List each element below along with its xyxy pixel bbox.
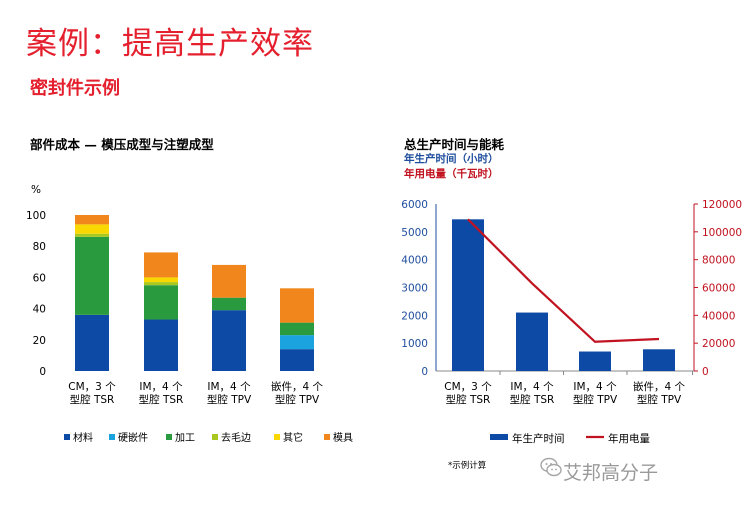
y-tick-label: 60 bbox=[33, 272, 46, 284]
page-subtitle: 密封件示例 bbox=[30, 78, 120, 99]
bar-segment-材料 bbox=[144, 319, 178, 371]
bar-segment-去毛边 bbox=[144, 282, 178, 286]
y2-tick-label: 40000 bbox=[702, 310, 735, 322]
x-tick-label: CM，3 个 bbox=[68, 381, 116, 393]
bar-segment-其它 bbox=[75, 224, 109, 234]
y-tick-label: 100 bbox=[26, 210, 46, 222]
line-年用电量 bbox=[467, 218, 660, 343]
x-tick-label: 型腔 TPV bbox=[637, 393, 682, 406]
watermark-text: 艾邦高分子 bbox=[563, 462, 659, 484]
page-title: 案例：提高生产效率 bbox=[26, 26, 314, 62]
footnote: *示例计算 bbox=[448, 461, 487, 471]
legend-swatch-加工 bbox=[166, 434, 172, 440]
legend-label-年生产时间: 年生产时间 bbox=[512, 432, 565, 445]
x-tick-label: IM，4 个 bbox=[573, 381, 617, 393]
x-tick-label: CM，3 个 bbox=[444, 381, 492, 393]
y1-tick-label: 0 bbox=[421, 366, 428, 378]
legend-label-去毛边: 去毛边 bbox=[221, 432, 251, 444]
bar-segment-材料 bbox=[280, 349, 314, 371]
x-tick-label: 型腔 TPV bbox=[573, 393, 618, 406]
y2-tick-label: 60000 bbox=[702, 283, 735, 295]
bar-年生产时间 bbox=[452, 219, 484, 371]
legend-swatch-年生产时间 bbox=[490, 434, 508, 440]
y-tick-label: 20 bbox=[33, 335, 46, 347]
y2-tick-label: 80000 bbox=[702, 255, 735, 267]
bar-年生产时间 bbox=[579, 351, 611, 371]
legend-label-年用电量: 年用电量 bbox=[608, 432, 650, 445]
y2-tick-label: 0 bbox=[702, 366, 709, 378]
bar-segment-加工 bbox=[75, 236, 109, 315]
legend-swatch-硬嵌件 bbox=[109, 434, 115, 440]
y1-tick-label: 3000 bbox=[401, 283, 428, 295]
legend-label-硬嵌件: 硬嵌件 bbox=[118, 432, 148, 444]
legend-swatch-去毛边 bbox=[212, 434, 218, 440]
bar-segment-材料 bbox=[75, 314, 109, 371]
y2-tick-label: 120000 bbox=[702, 199, 742, 211]
x-tick-label: 嵌件，4 个 bbox=[271, 381, 324, 393]
wechat-icon bbox=[540, 457, 562, 477]
x-tick-label: 型腔 TSR bbox=[70, 393, 115, 406]
x-tick-label: IM，4 个 bbox=[139, 381, 183, 393]
y2-tick-label: 20000 bbox=[702, 338, 735, 350]
left-chart-title: 部件成本 — 模压成型与注塑成型 bbox=[30, 137, 214, 152]
x-tick-label: 型腔 TSR bbox=[139, 393, 184, 406]
bar-segment-硬嵌件 bbox=[280, 335, 314, 350]
y-axis-unit-label: % bbox=[31, 184, 41, 196]
y-tick-label: 40 bbox=[33, 304, 46, 316]
bar-年生产时间 bbox=[643, 349, 675, 371]
y2-tick-label: 100000 bbox=[702, 227, 742, 239]
bar-segment-其它 bbox=[144, 277, 178, 283]
y1-tick-label: 6000 bbox=[401, 199, 428, 211]
y1-tick-label: 2000 bbox=[401, 310, 428, 322]
bar-segment-模具 bbox=[212, 264, 246, 298]
y1-tick-label: 5000 bbox=[401, 227, 428, 239]
y1-tick-label: 4000 bbox=[401, 255, 428, 267]
right-chart-y1-label: 年生产时间（小时） bbox=[404, 153, 499, 165]
bar-segment-模具 bbox=[75, 215, 109, 225]
legend-swatch-材料 bbox=[64, 434, 70, 440]
legend-swatch-模具 bbox=[324, 434, 330, 440]
bar-segment-去毛边 bbox=[75, 233, 109, 237]
x-tick-label: 型腔 TPV bbox=[275, 393, 320, 406]
y-tick-label: 80 bbox=[33, 241, 46, 253]
bar-segment-加工 bbox=[212, 297, 246, 311]
x-tick-label: 型腔 TSR bbox=[510, 393, 555, 406]
x-tick-label: IM，4 个 bbox=[510, 381, 554, 393]
x-tick-label: 型腔 TPV bbox=[207, 393, 252, 406]
x-tick-label: IM，4 个 bbox=[207, 381, 251, 393]
legend-label-其它: 其它 bbox=[283, 431, 303, 444]
bar-segment-加工 bbox=[144, 285, 178, 320]
time-energy-combo-chart: 0100020003000400050006000020000400006000… bbox=[401, 199, 742, 445]
legend-swatch-其它 bbox=[274, 434, 280, 440]
y1-tick-label: 1000 bbox=[401, 338, 428, 350]
y-tick-label: 0 bbox=[39, 366, 46, 378]
bar-segment-模具 bbox=[280, 288, 314, 323]
legend-label-加工: 加工 bbox=[175, 432, 195, 444]
right-chart-y2-label: 年用电量（千瓦时） bbox=[404, 168, 499, 180]
x-tick-label: 嵌件，4 个 bbox=[633, 381, 686, 393]
bar-segment-模具 bbox=[144, 252, 178, 278]
bar-年生产时间 bbox=[516, 312, 548, 371]
bar-segment-加工 bbox=[280, 322, 314, 336]
legend-label-材料: 材料 bbox=[73, 431, 93, 444]
right-chart-title: 总生产时间与能耗 bbox=[404, 137, 505, 152]
legend-label-模具: 模具 bbox=[333, 432, 353, 444]
bar-segment-材料 bbox=[212, 310, 246, 371]
x-tick-label: 型腔 TSR bbox=[446, 393, 491, 406]
